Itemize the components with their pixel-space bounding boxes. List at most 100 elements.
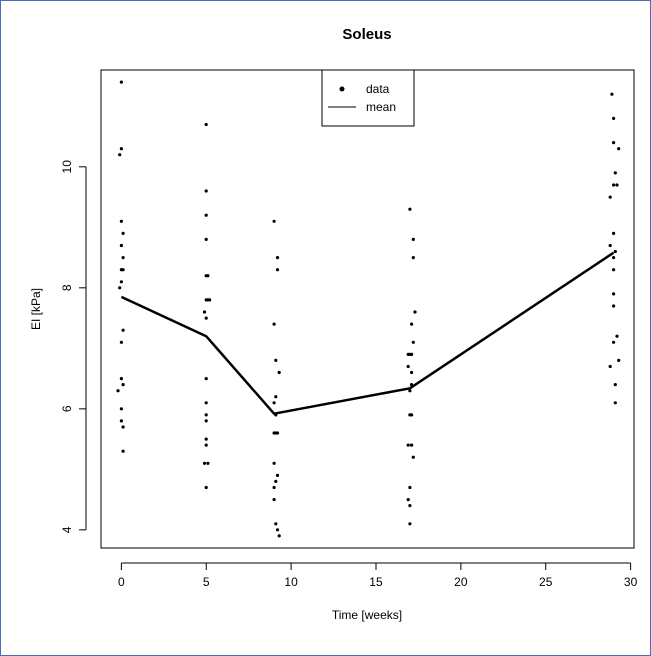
- y-tick-label: 4: [60, 526, 74, 533]
- legend-mean-label: mean: [366, 100, 396, 114]
- legend-data-label: data: [366, 82, 390, 96]
- data-point: [610, 92, 614, 96]
- data-point: [406, 443, 410, 447]
- data-point: [277, 370, 281, 375]
- data-point: [277, 534, 281, 538]
- data-point: [613, 401, 617, 405]
- data-point: [206, 274, 210, 278]
- data-point: [275, 473, 280, 477]
- data-point: [119, 147, 123, 151]
- data-point: [411, 237, 415, 241]
- data-point: [119, 340, 123, 344]
- data-point: [202, 310, 207, 314]
- data-point: [204, 443, 208, 447]
- data-point: [121, 231, 125, 235]
- data-point: [612, 340, 616, 344]
- data-point: [408, 485, 412, 490]
- data-point: [121, 256, 125, 260]
- data-point: [204, 401, 208, 405]
- data-point: [411, 455, 415, 459]
- data-point: [608, 195, 612, 199]
- data-point: [406, 364, 410, 369]
- x-tick-label: 0: [118, 575, 125, 589]
- data-point: [275, 528, 280, 532]
- data-point: [272, 498, 276, 502]
- data-point: [615, 183, 619, 187]
- data-point: [204, 122, 208, 127]
- data-point: [274, 358, 278, 362]
- data-point: [204, 213, 208, 217]
- data-point: [408, 389, 412, 393]
- data-point: [206, 461, 210, 465]
- data-point: [272, 219, 276, 223]
- data-point: [272, 485, 276, 490]
- y-tick-label: 6: [60, 405, 74, 412]
- data-point: [204, 316, 208, 320]
- data-point: [275, 268, 280, 272]
- data-point: [119, 407, 123, 411]
- data-point: [617, 358, 621, 362]
- data-point: [204, 237, 208, 241]
- x-tick-label: 25: [539, 575, 553, 589]
- data-point: [204, 413, 208, 417]
- data-point: [411, 256, 415, 260]
- data-point: [272, 461, 276, 465]
- data-point: [613, 249, 617, 254]
- data-point: [274, 479, 278, 483]
- data-point: [119, 280, 123, 284]
- data-point: [612, 231, 616, 235]
- data-point: [612, 116, 616, 120]
- x-tick-label: 20: [454, 575, 468, 589]
- data-point: [410, 322, 414, 326]
- y-tick-label: 8: [60, 284, 74, 291]
- data-point: [118, 153, 122, 157]
- data-point: [272, 401, 276, 405]
- data-point: [118, 286, 122, 290]
- data-point: [121, 449, 125, 453]
- data-point: [612, 292, 616, 296]
- data-point: [410, 352, 414, 356]
- data-point: [413, 310, 417, 314]
- data-point: [119, 219, 123, 223]
- mean-line: [120, 251, 615, 415]
- x-tick-label: 5: [203, 575, 210, 589]
- x-tick-label: 10: [284, 575, 298, 589]
- x-tick-label: 30: [624, 575, 638, 589]
- data-point: [613, 171, 617, 175]
- data-points: [116, 80, 621, 538]
- plot-area-border: [100, 69, 635, 549]
- data-point: [121, 268, 125, 272]
- data-point: [406, 498, 410, 502]
- data-point: [617, 147, 621, 151]
- legend: data mean: [321, 69, 415, 127]
- data-point: [121, 383, 125, 387]
- data-point: [202, 461, 207, 465]
- data-point: [612, 183, 616, 187]
- data-point: [408, 522, 412, 526]
- data-point: [410, 443, 414, 447]
- y-tick-label: 10: [60, 160, 74, 174]
- legend-box: [321, 69, 415, 127]
- data-point: [119, 243, 123, 248]
- data-point: [204, 485, 208, 490]
- data-point: [204, 189, 208, 193]
- data-point: [608, 243, 612, 248]
- data-point: [204, 377, 208, 381]
- data-point: [121, 425, 125, 429]
- data-point: [408, 504, 412, 508]
- y-axis-label: EI [kPa]: [29, 288, 43, 330]
- data-point: [612, 256, 616, 260]
- data-point: [275, 431, 280, 435]
- data-point: [410, 413, 414, 417]
- data-point: [615, 334, 619, 338]
- data-point: [119, 419, 123, 423]
- legend-data-symbol: [339, 86, 345, 92]
- data-point: [208, 298, 212, 302]
- data-point: [612, 304, 616, 308]
- data-point: [274, 395, 278, 399]
- data-point: [272, 322, 276, 326]
- data-point: [612, 268, 616, 272]
- data-point: [275, 256, 280, 260]
- x-axis: 0 5 10 15 20 25 30: [118, 562, 638, 589]
